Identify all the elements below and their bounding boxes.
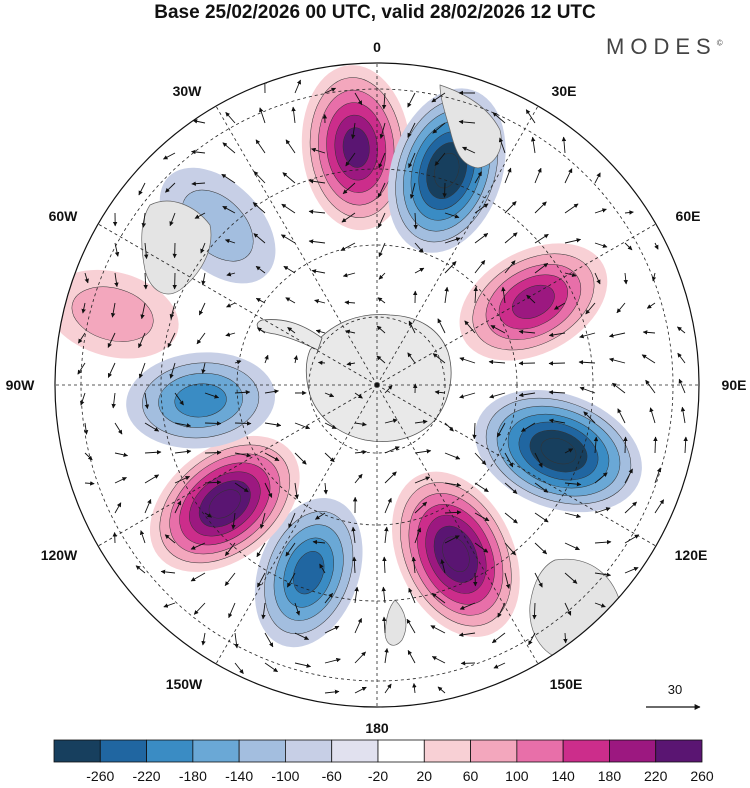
- colorbar-tick-label: 100: [505, 768, 529, 783]
- wind-arrow: [445, 183, 446, 197]
- colorbar-tick-label: -60: [322, 768, 342, 783]
- lon-label-150e: 150E: [550, 676, 583, 692]
- lon-label-90e: 90E: [722, 377, 747, 393]
- colorbar-swatch: [471, 740, 517, 762]
- colorbar-swatch: [563, 740, 609, 762]
- wind-arrow: [235, 423, 251, 424]
- wind-arrow: [655, 437, 656, 453]
- colorbar-swatch: [609, 740, 655, 762]
- colorbar-tick-label: -100: [271, 768, 299, 783]
- wind-arrow: [205, 453, 221, 454]
- colorbar-swatch: [424, 740, 470, 762]
- wind-arrow: [205, 423, 221, 424]
- colorbar-swatch: [147, 740, 193, 762]
- colorbar-swatch: [517, 740, 563, 762]
- wind-arrow: [625, 437, 626, 453]
- colorbar-tick-label: -20: [368, 768, 388, 783]
- vector-reference-label: 30: [668, 682, 682, 697]
- colorbar-swatch: [332, 740, 378, 762]
- colorbar-tick-label: 140: [551, 768, 575, 783]
- colorbar-tick-label: -140: [225, 768, 253, 783]
- vector-reference-key: 30: [646, 682, 700, 707]
- colorbar-tick-label: 260: [690, 768, 714, 783]
- colorbar-tick-label: 60: [463, 768, 479, 783]
- colorbar-swatch: [656, 740, 702, 762]
- colorbar-swatch: [54, 740, 100, 762]
- colorbar: -260 -220 -180 -140 -100 -60 -20 20 60 100 140 180 2…: [54, 740, 714, 783]
- lon-label-60w: 60W: [49, 208, 79, 224]
- colorbar-swatch: [100, 740, 146, 762]
- colorbar-tick-label: -220: [133, 768, 161, 783]
- lon-label-120w: 120W: [41, 547, 78, 563]
- colorbar-swatch: [378, 740, 424, 762]
- colorbar-swatch: [193, 740, 239, 762]
- wind-arrow: [318, 362, 325, 363]
- lon-label-150w: 150W: [166, 676, 203, 692]
- lon-label-0: 0: [373, 39, 381, 55]
- colorbar-tick-label: -180: [179, 768, 207, 783]
- lon-label-60e: 60E: [676, 208, 701, 224]
- lon-label-90w: 90W: [6, 377, 36, 393]
- wind-arrow: [549, 363, 565, 364]
- lon-label-30w: 30W: [173, 83, 203, 99]
- lon-label-120e: 120E: [675, 547, 708, 563]
- south-pole-marker: [375, 383, 380, 388]
- colorbar-swatch: [285, 740, 331, 762]
- lon-label-30e: 30E: [552, 83, 577, 99]
- colorbar-tick-label: 180: [598, 768, 622, 783]
- colorbar-tick-label: -260: [86, 768, 114, 783]
- colorbar-tick-label: 20: [417, 768, 433, 783]
- lon-label-180: 180: [365, 720, 389, 736]
- colorbar-tick-label: 220: [644, 768, 668, 783]
- colorbar-swatch: [239, 740, 285, 762]
